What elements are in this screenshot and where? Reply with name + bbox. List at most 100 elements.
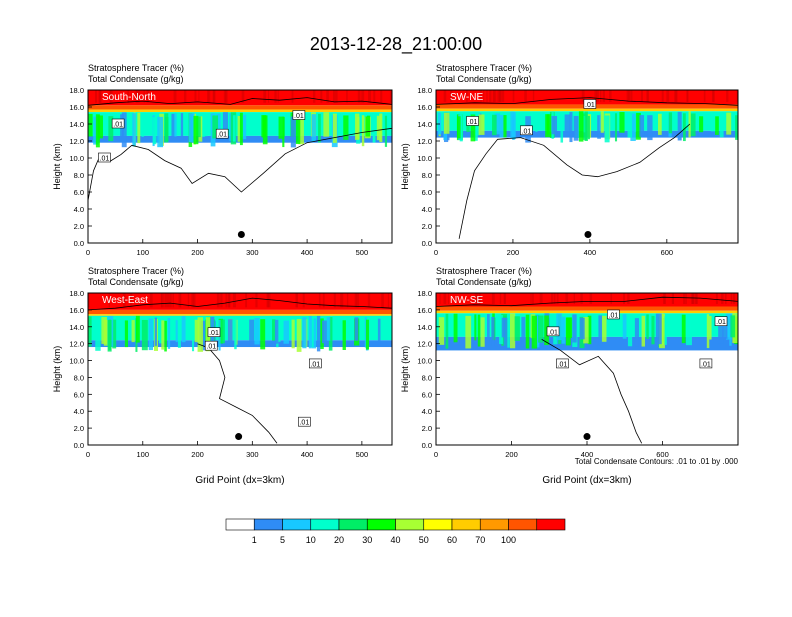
tracer-streak [735, 115, 738, 140]
tracer-streak-red [501, 90, 505, 102]
tracer-streak-red [263, 90, 267, 103]
tracer-streak [706, 314, 710, 349]
tracer-streak [521, 316, 526, 347]
y-tick-label: 6.0 [74, 390, 84, 399]
tracer-streak-red [357, 90, 361, 103]
tracer-streak [278, 116, 284, 139]
tracer-streak-red [381, 293, 384, 308]
y-axis-label: Height (km) [400, 346, 410, 393]
tracer-streak-red [596, 90, 599, 102]
tracer-streak-red [220, 293, 223, 308]
contour-label: .01 [217, 132, 227, 139]
tracer-band-50 [436, 108, 738, 112]
tracer-band-100 [88, 90, 392, 106]
tracer-streak [584, 111, 588, 142]
tracer-streak [561, 316, 566, 344]
tracer-streak [167, 318, 171, 349]
contour-label-box [111, 118, 125, 129]
y-tick-label: 18.0 [69, 86, 84, 95]
tracer-streak-red [179, 293, 182, 308]
y-tick-label: 12.0 [69, 340, 84, 349]
colorbar-label: 1 [252, 535, 257, 545]
tracer-streak [630, 113, 636, 141]
tracer-streak [531, 315, 538, 349]
tracer-streak [453, 313, 458, 343]
colorbar-label: 10 [306, 535, 316, 545]
tracer-streak-red [266, 293, 269, 308]
tracer-streak-red [691, 293, 695, 304]
tracer-streak-red [149, 293, 153, 308]
tracer-streak-red [173, 90, 177, 103]
contour-note: Total Condensate Contours: .01 to .01 by… [575, 457, 739, 466]
tracer-streak [311, 114, 316, 142]
x-tick-label: 500 [356, 248, 369, 257]
tracer-streak-red [530, 293, 532, 304]
tracer-streak [201, 113, 205, 137]
contour-label: .01 [100, 156, 110, 163]
panel-3: .01 .01 .01 .01 West-East Stratosphere Tracer… [52, 266, 393, 486]
tracer-streak [342, 320, 346, 350]
contour-label: .01 [548, 329, 558, 336]
colorbar-swatch [395, 518, 425, 531]
tracer-streak [365, 319, 370, 350]
tracer-streak [241, 114, 247, 140]
tracer-streak [545, 114, 552, 138]
y-tick-label: 18.0 [417, 86, 432, 95]
tracer-streak-red [225, 293, 227, 308]
tracer-streak [619, 112, 625, 133]
tracer-streak-red [539, 293, 543, 304]
x-tick-label: 400 [581, 450, 594, 459]
tracer-streak-red [672, 293, 674, 304]
tracer-streak [569, 111, 573, 143]
y-tick-label: 12.0 [417, 340, 432, 349]
tracer-streak-red [610, 293, 613, 304]
colorbar-swatch [508, 518, 538, 531]
tracer-streak [685, 314, 692, 346]
y-tick-label: 14.0 [69, 323, 84, 332]
tracer-streak-red [143, 90, 145, 103]
tracer-streak [564, 114, 571, 133]
tracer-streak-red [666, 90, 670, 102]
tracer-streak [171, 113, 175, 139]
colorbar-swatch [479, 518, 509, 531]
tracer-streak [379, 113, 383, 143]
tracer-band-50 [88, 109, 392, 113]
tracer-streak-red [108, 293, 110, 308]
y-tick-label: 2.0 [422, 424, 432, 433]
y-tick-label: 0.0 [422, 239, 432, 248]
tracer-streak-red [726, 90, 729, 102]
y-tick-label: 10.0 [69, 357, 84, 366]
tracer-band-70 [88, 105, 392, 110]
tracer-streak [221, 319, 225, 344]
tracer-streak [513, 111, 516, 140]
tracer-streak [137, 112, 141, 144]
tracer-streak [365, 116, 371, 137]
panel-frame [87, 89, 393, 244]
tracer-streak [730, 315, 736, 338]
colorbar: 1 5 10 20 30 40 50 60 70 100 [225, 518, 566, 545]
tracer-streak [376, 115, 382, 141]
y-tick-label: 6.0 [422, 390, 432, 399]
tracer-streak [148, 318, 153, 351]
tracer-streak-red [730, 293, 733, 304]
tracer-streak [641, 315, 646, 347]
location-marker [583, 433, 591, 441]
tracer-streak-red [694, 293, 698, 304]
tracer-streak [93, 116, 99, 145]
tracer-streak [690, 113, 696, 137]
y-tick-label: 8.0 [422, 373, 432, 382]
tracer-streak-red [326, 90, 329, 103]
tracer-streak [507, 316, 510, 348]
tracer-streak-red [661, 90, 664, 102]
tracer-streak [112, 319, 117, 349]
panel-1: .01 .01 .01 .01 South-North Stratosphere Trac… [52, 63, 393, 257]
tracer-streak [234, 318, 237, 350]
panel-title-tracer: Stratosphere Tracer (%) [88, 63, 184, 73]
tracer-streak [298, 114, 304, 145]
colorbar-swatch [310, 518, 340, 531]
contour-line-top [88, 97, 392, 106]
tracer-streak [668, 112, 673, 134]
tracer-streak [191, 317, 195, 352]
colorbar-label: 50 [419, 535, 429, 545]
tracer-streak [457, 116, 461, 139]
